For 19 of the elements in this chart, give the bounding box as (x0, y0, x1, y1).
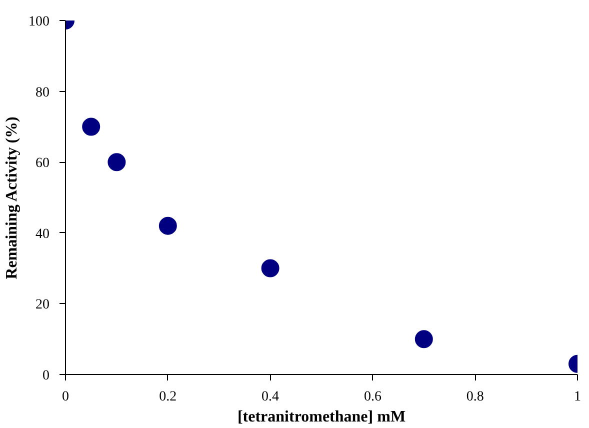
y-tick-label: 0 (42, 368, 50, 384)
point (82, 118, 100, 136)
y-tick-label: 80 (36, 85, 50, 100)
y-tick-label: 20 (36, 298, 50, 313)
y-tick-label: 40 (36, 226, 50, 242)
point (414, 330, 433, 348)
x-axis-title: [tetranitromethane] mM (237, 408, 406, 426)
y-axis-title: Remaining Activity (%) (4, 116, 20, 280)
x-tick-label: 1 (574, 390, 581, 404)
point (108, 153, 126, 172)
x-tick-label: 0.4 (262, 390, 280, 404)
point (261, 259, 280, 278)
point (158, 216, 177, 235)
x-tick-label: 0 (62, 390, 69, 404)
x-tick-label: 0.8 (466, 390, 484, 404)
x-tick-label: 0.2 (159, 390, 177, 404)
y-tick-label: 60 (36, 156, 50, 172)
y-tick-label: 100 (28, 14, 50, 30)
x-tick-label: 0.6 (364, 390, 382, 404)
